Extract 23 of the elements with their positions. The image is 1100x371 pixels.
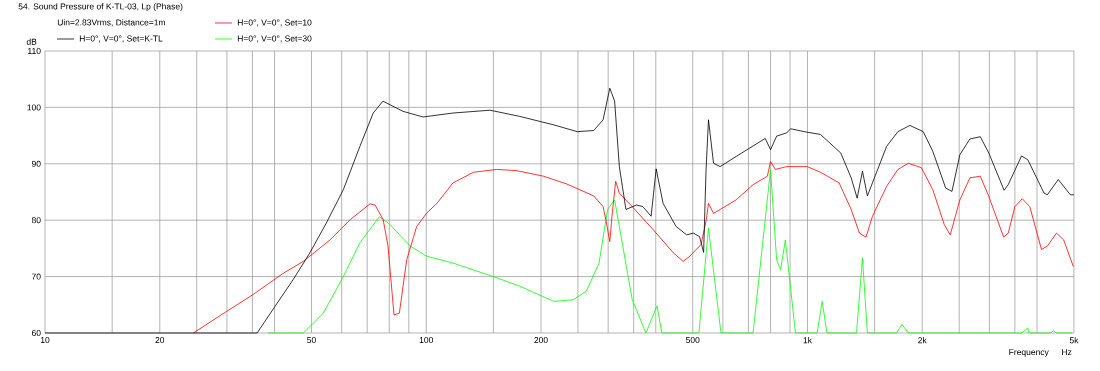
- x-tick-label: 1k: [803, 337, 812, 344]
- x-tick-label: 50: [307, 337, 316, 344]
- legend-label: H=0°, V=0°, Set=30: [237, 35, 312, 43]
- chart-title: 54. Sound Pressure of K-TL-03, Lp (Phase): [18, 3, 183, 12]
- x-tick-label: 100: [419, 337, 434, 344]
- y-axis-title: dB: [26, 38, 37, 45]
- x-tick-label: 500: [685, 337, 700, 344]
- y-tick-label: 80: [31, 217, 41, 224]
- x-tick-label: 20: [155, 337, 165, 344]
- y-tick-label: 100: [27, 104, 41, 111]
- legend-label: H=0°, V=0°, Set=10: [237, 19, 312, 27]
- chart-subtitle: Uin=2.83Vrms, Distance=1m: [57, 19, 165, 27]
- y-tick-label: 90: [31, 160, 41, 167]
- legend-label: H=0°, V=0°, Set=K-TL: [79, 35, 163, 43]
- x-tick-label: 5k: [1069, 337, 1079, 344]
- y-tick-label: 110: [28, 47, 41, 54]
- x-tick-label: 200: [534, 337, 548, 344]
- x-tick-label: 2k: [918, 337, 927, 344]
- x-axis-title: Frequency: [1009, 349, 1049, 357]
- y-tick-label: 70: [31, 273, 41, 280]
- y-tick-label: 60: [31, 329, 41, 336]
- x-tick-label: 10: [40, 337, 50, 344]
- text: Hz: [1062, 349, 1072, 356]
